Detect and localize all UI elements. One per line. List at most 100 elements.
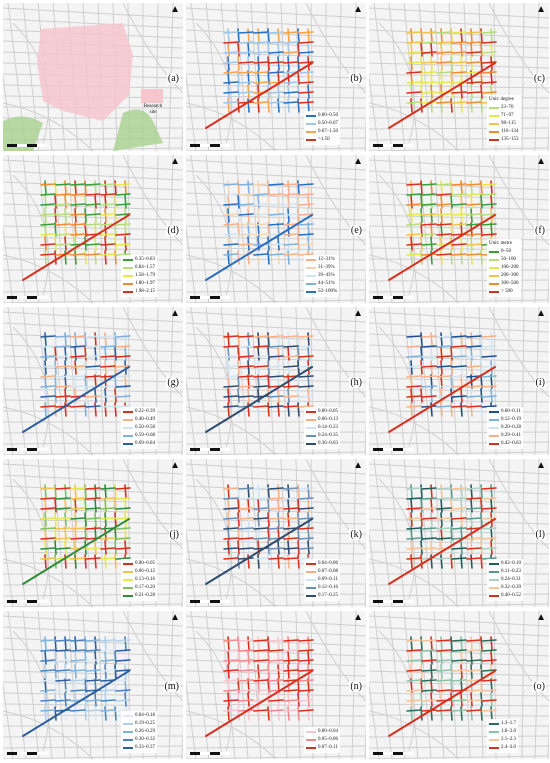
legend-item: 12–31% [306,256,337,264]
legend-range: 44–51% [318,281,335,286]
north-arrow-icon: ▲ [353,156,363,167]
legend-item: 0.06–0.13 [306,416,338,424]
street-network [205,28,314,129]
map-canvas [186,459,366,607]
legend-item: 0.09–0.11 [306,576,338,584]
legend-range: 0.30–0.32 [135,737,155,742]
legend-swatch [306,131,316,133]
north-arrow-icon: ▲ [536,4,546,15]
legend-swatch [123,427,133,429]
legend-range: 0.04–0.06 [318,561,338,566]
north-arrow-icon: ▲ [353,612,363,623]
legend-item: 0.07–0.11 [306,744,338,752]
legend: 0.04–0.06 0.07–0.08 0.09–0.11 0.12–0.16 0.17… [304,559,340,601]
legend-range: 0.50–0.67 [318,121,338,126]
legend-swatch [123,579,133,581]
map-panel: ▲ (l) 0.02–0.10 0.11–0.23 0.24–0.31 0.32–0.39… [369,459,549,607]
legend-range: 100–200 [501,265,519,270]
legend-swatch [306,739,316,741]
legend: 0.22–0.39 0.40–0.49 0.50–0.58 0.59–0.68 0.69… [121,407,157,449]
legend-range: 71–97 [501,113,514,118]
legend: 0.00–0.05 0.06–0.13 0.14–0.23 0.24–0.35 0.36… [304,407,340,449]
legend-item: 0.04–0.18 [123,712,155,720]
north-arrow-icon: ▲ [170,156,180,167]
legend-swatch [489,291,499,293]
legend-item: 0.22–0.39 [123,408,155,416]
legend-swatch [306,747,316,749]
legend-range: 0.06–0.13 [318,417,338,422]
legend-item: 116–134 [489,128,519,136]
legend-range: 0.00–0.04 [318,729,338,734]
map-canvas [369,3,549,151]
north-arrow-icon: ▲ [353,460,363,471]
north-arrow-icon: ▲ [536,612,546,623]
scale-bar [190,600,230,603]
legend-item: 0.36–0.63 [306,440,338,448]
legend-item: 0.17–0.25 [306,592,338,600]
legend-swatch [123,419,133,421]
map-panel: ▲ (d) 0.35–0.83 0.84–1.57 1.58–1.79 1.80–1.97… [3,155,183,303]
map-panel: ▲ (g) 0.22–0.39 0.40–0.49 0.50–0.58 0.59–0.68… [3,307,183,455]
north-arrow-icon: ▲ [536,308,546,319]
map-panel: ▲ (i) 0.00–0.11 0.12–0.19 0.20–0.28 0.29–0.41… [369,307,549,455]
legend-range: 0.17–0.25 [318,593,338,598]
legend-swatch [123,571,133,573]
legend-item: 0.00–0.05 [306,408,338,416]
legend-swatch [489,259,499,261]
panel-label: (h) [349,377,363,388]
north-arrow-icon: ▲ [170,308,180,319]
legend-range: 0.20–0.28 [501,425,521,430]
panel-label: (g) [166,377,180,388]
map-canvas [3,3,183,151]
legend-swatch [489,739,499,741]
legend-swatch [123,411,133,413]
legend-swatch [489,267,499,269]
legend-item: 0–50 [489,248,519,256]
legend: 0.02–0.10 0.11–0.23 0.24–0.31 0.32–0.39 0.40… [487,559,523,601]
map-panel: ▲ (m) 0.04–0.18 0.19–0.25 0.26–0.29 0.30–0.32… [3,611,183,759]
legend-item: 0.84–1.57 [123,264,155,272]
legend-swatch [306,443,316,445]
legend-range: 0–50 [501,249,511,254]
legend-item: 0.40–0.52 [489,592,521,600]
legend-item: 71–97 [489,112,519,120]
scale-bar [7,144,47,147]
legend-item: 1.80–1.97 [123,280,155,288]
legend: 12–31% 31–39% 39–43% 44–51% 52–100% [304,255,340,297]
scale-bar [7,752,47,755]
legend-swatch [123,747,133,749]
legend-item: 0.24–0.31 [489,576,521,584]
legend-item: 135–153 [489,136,519,144]
scale-bar [190,144,230,147]
legend-swatch [306,283,316,285]
legend-range: 1.98–2.15 [135,289,155,294]
legend-range: 0.00–0.11 [501,409,521,414]
legend-swatch [489,595,499,597]
street-network [22,636,131,737]
street-network [205,484,314,585]
legend-swatch [489,419,499,421]
legend-swatch [123,723,133,725]
map-canvas [3,459,183,607]
legend-item: 0.24–0.35 [306,432,338,440]
north-arrow-icon: ▲ [353,308,363,319]
legend-range: 0.22–0.39 [135,409,155,414]
legend-swatch [123,739,133,741]
map-canvas [369,611,549,759]
scale-bar [7,448,47,451]
scale-bar [373,448,413,451]
scale-bar [190,296,230,299]
legend-item: 0.06–0.12 [123,568,155,576]
legend-range: 0.09–0.11 [318,577,338,582]
scale-bar [373,144,413,147]
street-network [205,180,314,281]
legend-swatch [489,747,499,749]
legend-range: 200–300 [501,273,519,278]
legend-range: 0.00–0.05 [318,409,338,414]
legend-swatch [123,587,133,589]
legend-item: 0.05–0.06 [306,736,338,744]
north-arrow-icon: ▲ [170,612,180,623]
legend: 0.00–0.05 0.06–0.12 0.13–0.16 0.17–0.20 0.21… [121,559,157,601]
legend-swatch [123,267,133,269]
legend-item: 2.1–2.3 [489,736,516,744]
